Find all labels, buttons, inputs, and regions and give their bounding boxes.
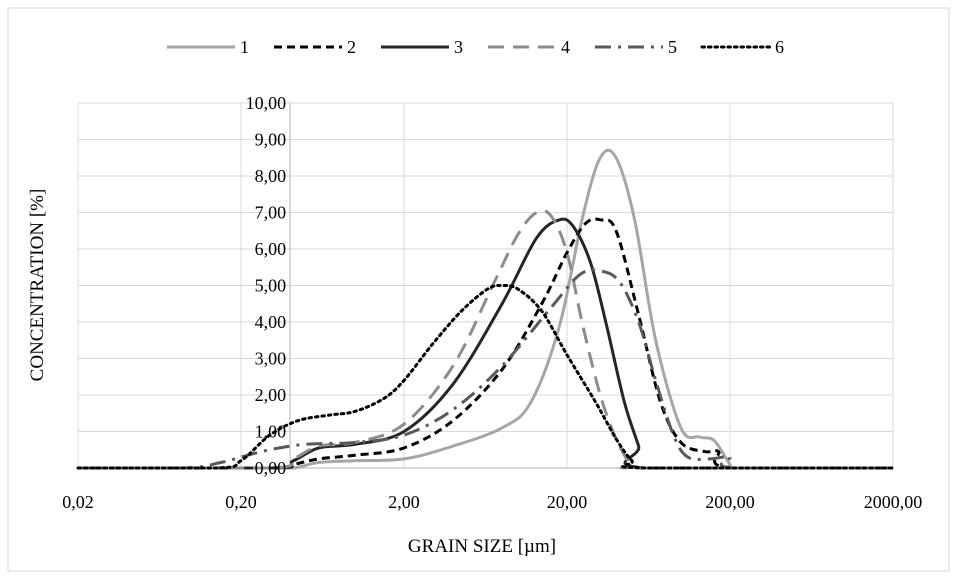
y-tick-label: 6,00 [255, 239, 287, 259]
legend-label-3: 3 [454, 37, 463, 57]
series-line-4 [78, 209, 893, 470]
y-tick-labels: 0,00 1,00 2,00 3,00 4,00 5,00 6,00 7,00 8,00 9,00… [246, 93, 287, 478]
x-tick-label: 2000,00 [864, 492, 923, 512]
x-tick-labels: 0,02 0,20 2,00 20,00 200,00 2000,00 [62, 492, 922, 512]
y-axis-title: CONCENTRATION [%] [27, 189, 48, 382]
series-line-2 [78, 217, 893, 470]
y-tick-label: 9,00 [255, 130, 287, 150]
grid [77, 102, 894, 469]
chart-frame [7, 7, 950, 572]
y-tick-label: 8,00 [255, 166, 287, 186]
x-tick-label: 0,02 [62, 492, 94, 512]
series-line-1 [78, 148, 893, 470]
y-tick-label: 4,00 [255, 312, 287, 332]
series-lines [76, 148, 895, 470]
legend-label-2: 2 [347, 37, 356, 57]
series-line-3 [78, 217, 893, 470]
legend-label-5: 5 [668, 37, 677, 57]
y-tick-label: 5,00 [255, 276, 287, 296]
legend: 1 2 3 4 5 6 [167, 37, 784, 57]
y-tick-label: 2,00 [255, 385, 287, 405]
legend-label-4: 4 [561, 37, 570, 57]
legend-label-6: 6 [775, 37, 784, 57]
y-tick-label: 10,00 [246, 93, 287, 113]
series-line-6 [76, 283, 895, 470]
x-tick-label: 200,00 [705, 492, 755, 512]
x-tick-label: 2,00 [388, 492, 420, 512]
y-tick-label: 0,00 [255, 458, 287, 478]
y-tick-label: 7,00 [255, 203, 287, 223]
x-axis-title: GRAIN SIZE [µm] [408, 536, 556, 557]
y-tick-label: 3,00 [255, 349, 287, 369]
y-tick-label: 1,00 [255, 422, 287, 442]
x-tick-label: 20,00 [547, 492, 588, 512]
legend-label-1: 1 [240, 37, 249, 57]
x-tick-label: 0,20 [225, 492, 257, 512]
